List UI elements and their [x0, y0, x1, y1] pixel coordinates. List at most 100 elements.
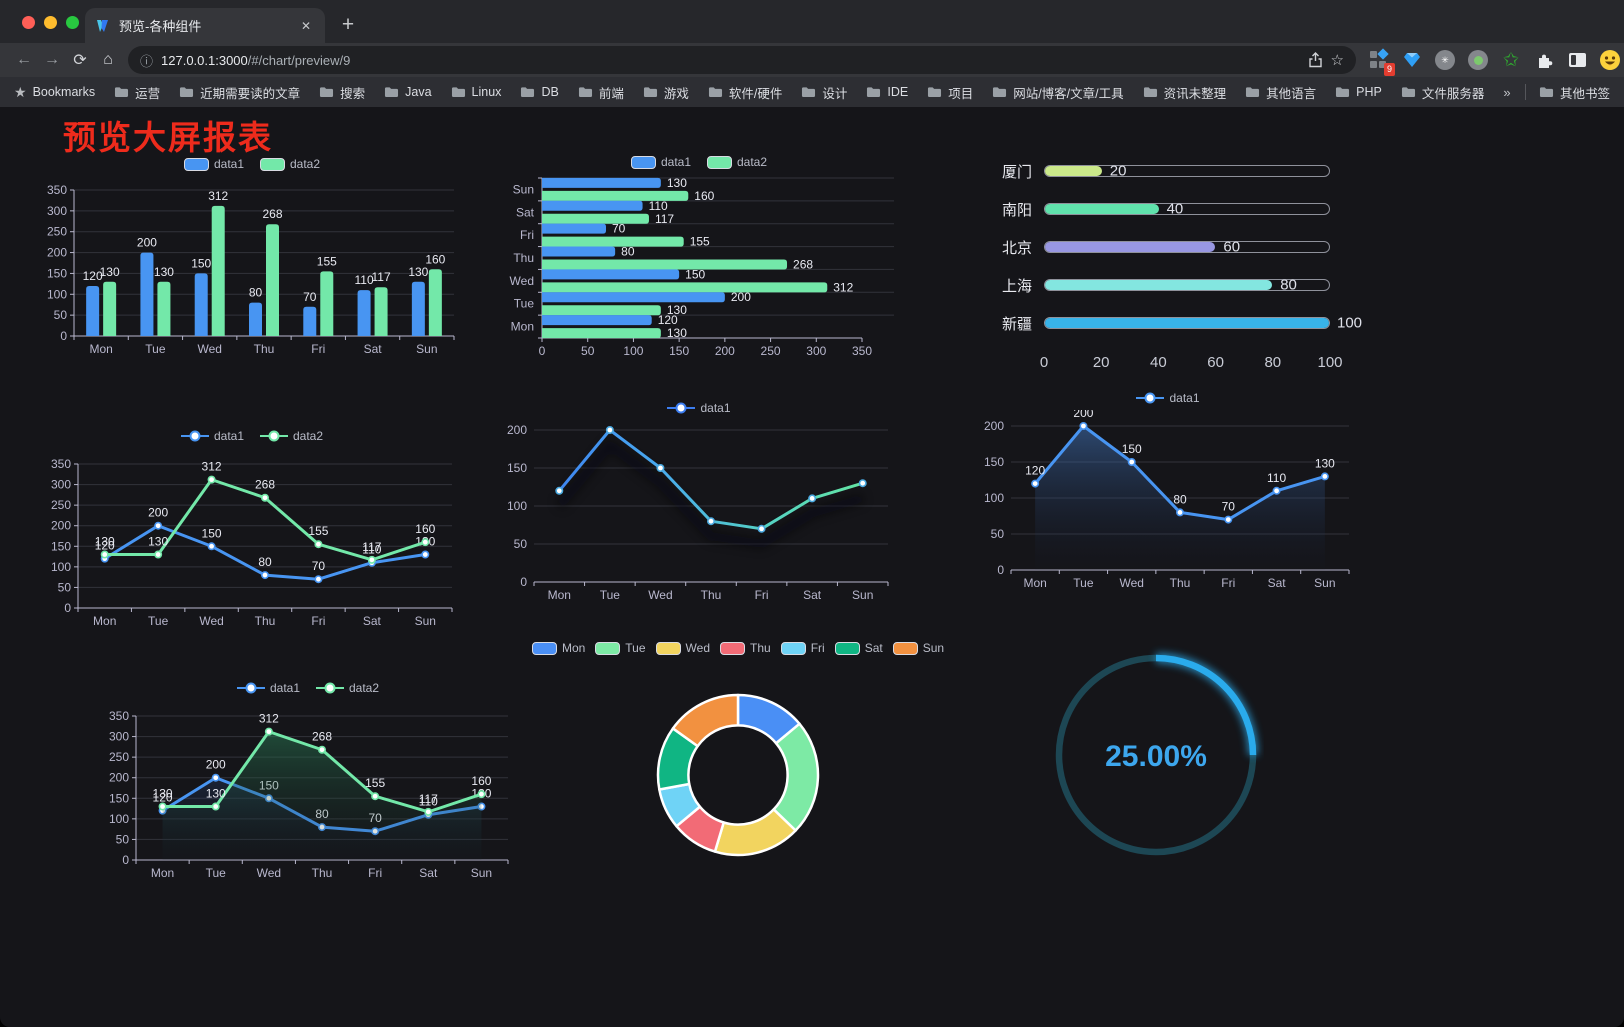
svg-text:130: 130: [408, 265, 428, 279]
bookmark-folder[interactable]: 游戏: [643, 83, 689, 102]
side-panel-icon[interactable]: [1564, 47, 1590, 73]
progress-track: 80: [1044, 276, 1330, 294]
share-icon[interactable]: [1308, 52, 1323, 68]
data-point: [555, 486, 564, 495]
extension-circle-dot-icon[interactable]: [1465, 47, 1491, 73]
bookmark-folder[interactable]: 软件/硬件: [708, 83, 782, 102]
legend-item[interactable]: Sun: [892, 641, 944, 655]
svg-text:117: 117: [419, 792, 438, 806]
legend-label: data2: [290, 157, 321, 171]
forward-icon[interactable]: →: [44, 51, 60, 68]
new-tab-button[interactable]: +: [341, 13, 355, 36]
bookmark-folder[interactable]: Java: [384, 85, 432, 99]
svg-text:155: 155: [317, 254, 337, 268]
legend-item[interactable]: Mon: [531, 641, 585, 655]
svg-text:200: 200: [984, 419, 1004, 433]
bookmark-folder[interactable]: 设计: [801, 83, 847, 102]
folder-icon: [578, 85, 593, 99]
other-bookmarks[interactable]: 其他书签: [1539, 83, 1610, 102]
extensions-puzzle-icon[interactable]: [1531, 47, 1557, 73]
bar: [103, 281, 117, 336]
data-point: [1320, 472, 1329, 481]
svg-text:50: 50: [116, 832, 130, 846]
bookmark-folder[interactable]: PHP: [1335, 85, 1382, 99]
extension-circle-asterisk-icon[interactable]: ✳: [1432, 47, 1458, 73]
bookmark-folder[interactable]: 其他语言: [1245, 83, 1316, 102]
bookmark-folder[interactable]: 前端: [578, 83, 624, 102]
svg-text:200: 200: [137, 236, 157, 250]
progress-value: 80: [1280, 276, 1297, 294]
legend-item[interactable]: data2: [260, 157, 320, 171]
bookmark-folder[interactable]: DB: [520, 85, 559, 99]
bookmark-folder[interactable]: 运营: [114, 83, 160, 102]
svg-text:Sat: Sat: [1268, 576, 1287, 590]
bookmarks-label[interactable]: Bookmarks: [32, 85, 96, 99]
svg-text:150: 150: [191, 256, 211, 270]
bookmarks-overflow-chevron[interactable]: »: [1503, 84, 1511, 100]
bookmark-folder[interactable]: 项目: [927, 83, 973, 102]
legend-item[interactable]: data2: [707, 155, 767, 169]
legend-item[interactable]: Wed: [655, 641, 710, 655]
legend-item[interactable]: data2: [260, 429, 323, 443]
svg-text:Thu: Thu: [254, 342, 275, 356]
tab-favicon: [95, 19, 111, 33]
legend-item[interactable]: data1: [180, 429, 244, 443]
svg-text:50: 50: [514, 537, 528, 551]
folder-icon: [643, 85, 658, 99]
svg-text:Sat: Sat: [364, 342, 383, 356]
window-close-button[interactable]: [22, 16, 35, 29]
svg-text:200: 200: [51, 519, 71, 533]
svg-text:110: 110: [649, 199, 668, 213]
legend-item[interactable]: data1: [1136, 391, 1200, 405]
svg-text:300: 300: [47, 204, 67, 218]
bookmark-folder[interactable]: 网站/博客/文章/工具: [992, 83, 1124, 102]
progress-label: 上海: [1001, 277, 1032, 295]
svg-text:120: 120: [95, 539, 115, 553]
browser-tab[interactable]: 预览-各种组件 ✕: [85, 8, 325, 43]
reload-icon[interactable]: ⟳: [73, 52, 87, 69]
legend-item[interactable]: data1: [630, 155, 691, 169]
legend-item[interactable]: Sat: [834, 641, 883, 655]
window-minimize-button[interactable]: [44, 16, 57, 29]
svg-text:Mon: Mon: [511, 320, 534, 334]
extension-grid-icon[interactable]: 9: [1366, 47, 1395, 76]
window-zoom-button[interactable]: [66, 16, 79, 29]
site-info-icon[interactable]: ⓘ: [140, 53, 154, 69]
extension-star-icon[interactable]: ✩: [1503, 49, 1519, 71]
bookmark-folder[interactable]: 近期需要读的文章: [179, 83, 300, 102]
svg-text:110: 110: [1267, 471, 1286, 485]
legend-label: data1: [213, 157, 244, 171]
svg-text:Tue: Tue: [145, 342, 166, 356]
bookmark-folder[interactable]: IDE: [866, 85, 908, 99]
legend-item[interactable]: Thu: [720, 641, 771, 655]
folder-icon: [451, 85, 466, 99]
svg-text:Fri: Fri: [1221, 576, 1235, 590]
address-bar[interactable]: ⓘ 127.0.0.1:3000/#/chart/preview/9 ☆: [128, 46, 1356, 74]
bookmark-star-icon[interactable]: ☆: [1330, 52, 1344, 69]
data-point: [1127, 457, 1136, 466]
bookmark-folder[interactable]: 文件服务器: [1401, 83, 1484, 102]
legend-item[interactable]: data2: [316, 681, 379, 695]
bookmark-label: 网站/博客/文章/工具: [1013, 86, 1124, 101]
legend-item[interactable]: data1: [667, 401, 731, 415]
legend-item[interactable]: data1: [236, 681, 300, 695]
extension-gem-icon[interactable]: [1399, 47, 1425, 73]
tab-close-button[interactable]: ✕: [300, 18, 312, 33]
legend-swatch: [707, 155, 732, 169]
back-icon[interactable]: ←: [16, 51, 32, 68]
bar: [266, 224, 279, 336]
legend-item[interactable]: Tue: [595, 641, 646, 655]
area-fill: [162, 731, 482, 860]
svg-text:268: 268: [255, 478, 275, 492]
bookmark-folder[interactable]: 资讯未整理: [1143, 83, 1226, 102]
legend-item[interactable]: data1: [183, 157, 244, 171]
bookmark-folder[interactable]: 搜索: [319, 83, 365, 102]
home-icon[interactable]: ⌂: [103, 51, 113, 68]
legend-item[interactable]: Fri: [780, 641, 825, 655]
bookmark-folder[interactable]: Linux: [451, 85, 501, 99]
svg-text:130: 130: [154, 265, 174, 279]
progress-row: 南阳 40: [988, 190, 1360, 228]
profile-avatar[interactable]: [1597, 47, 1623, 73]
svg-text:150: 150: [1122, 442, 1142, 456]
